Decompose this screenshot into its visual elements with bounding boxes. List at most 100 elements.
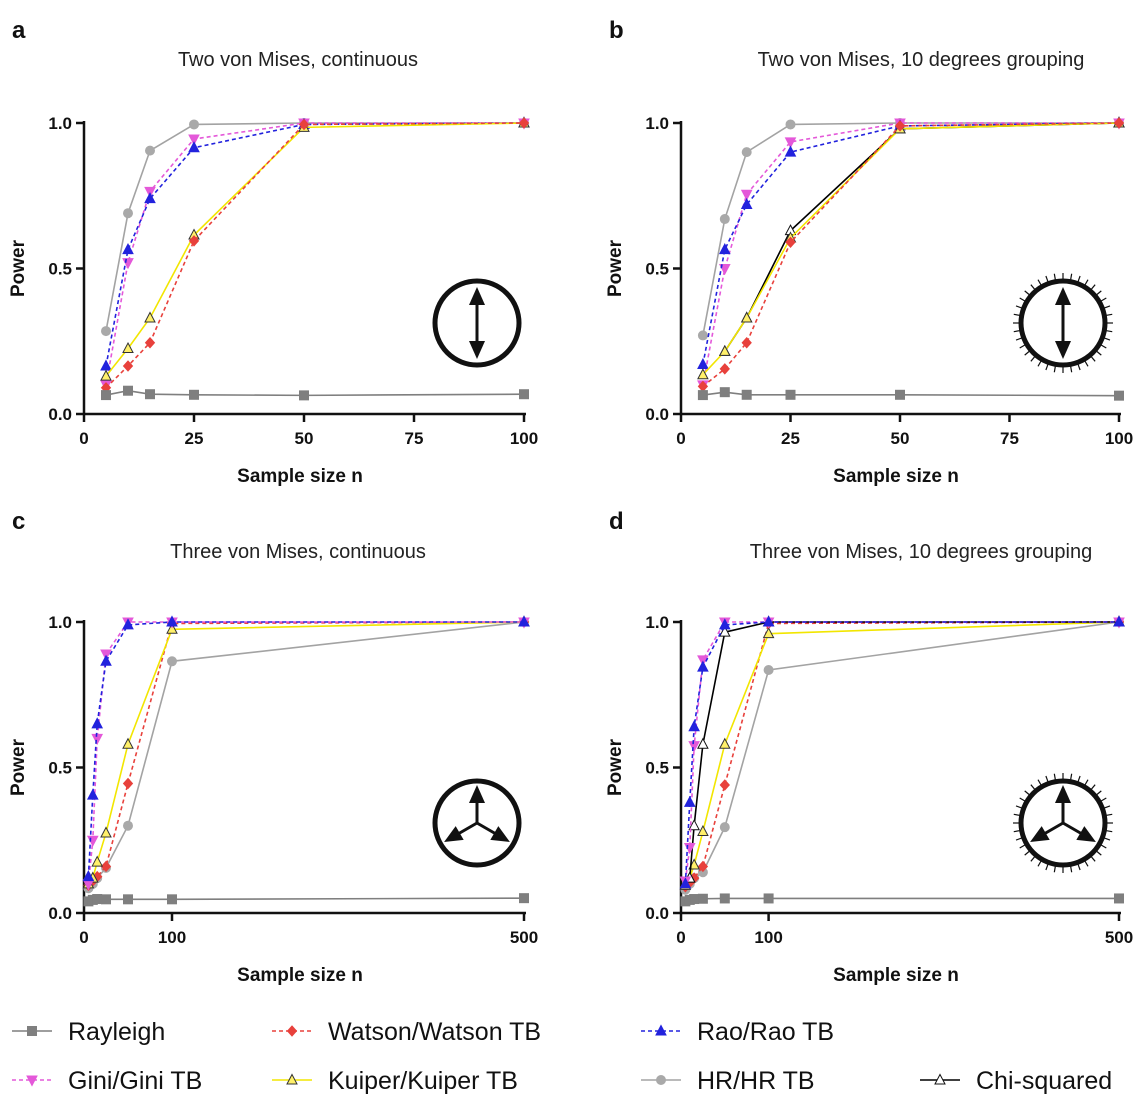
series-rao [100, 116, 530, 371]
data-point-rao [784, 145, 797, 157]
legend-label: Chi-squared [976, 1067, 1112, 1095]
series-watson [100, 117, 530, 394]
data-point-rao [166, 615, 178, 627]
data-point-hr [167, 656, 177, 667]
x-axis-label: Sample size n [237, 965, 363, 986]
x-tick-label: 0 [676, 928, 685, 947]
x-tick-label: 0 [79, 429, 88, 448]
x-tick-label: 0 [79, 928, 88, 947]
data-point-rao [100, 654, 112, 666]
data-point-gini [86, 835, 99, 847]
data-point-watson [1113, 117, 1125, 129]
series-line-gini [702, 122, 1119, 386]
series-rayleigh [101, 385, 529, 401]
data-point-rayleigh [1114, 893, 1124, 904]
x-tick-label: 100 [754, 928, 782, 947]
legend-label: Kuiper/Kuiper TB [328, 1067, 518, 1095]
data-point-watson [785, 236, 796, 249]
series-line-rao [105, 122, 525, 367]
y-axis-label: Power [605, 738, 626, 796]
data-point-rayleigh [697, 893, 708, 904]
data-point-hr [145, 145, 155, 156]
data-point-rao [188, 141, 200, 153]
panel-b: b Two von Mises, 10 degrees grouping 0.0 0.… [605, 17, 1133, 487]
data-point-hr [123, 820, 133, 831]
series-gini [100, 118, 530, 392]
series-kuiper [697, 116, 1125, 380]
inset-three-arrow-circle-icon [432, 778, 522, 868]
series-line-gini [684, 621, 1119, 882]
y-tick-label: 0.5 [48, 260, 72, 279]
y-tick-label: 1.0 [645, 114, 669, 133]
legend-swatch-marker [286, 1025, 298, 1037]
y-tick-label: 0.5 [645, 260, 669, 279]
circle-outline-icon [432, 778, 522, 868]
arrowhead-icon [469, 785, 485, 803]
data-point-rayleigh [101, 894, 111, 905]
x-tick-label: 50 [891, 429, 910, 448]
data-point-watson [100, 860, 112, 873]
data-point-rao [91, 717, 104, 729]
legend-label: Gini/Gini TB [68, 1067, 202, 1095]
series-hr [83, 617, 529, 894]
data-point-rayleigh [519, 893, 529, 904]
data-point-rao [762, 615, 775, 627]
data-point-rao [718, 243, 731, 255]
arrow-shaft [1062, 821, 1083, 836]
y-tick-label: 0.0 [48, 904, 72, 923]
data-point-rayleigh [719, 893, 730, 904]
legend-item-watson: Watson/Watson TB [272, 1018, 541, 1046]
legend-item-hr: HR/HR TB [641, 1067, 815, 1095]
series-line-rayleigh [702, 391, 1120, 397]
y-tick-label: 1.0 [48, 114, 72, 133]
data-point-watson [894, 120, 906, 132]
chart-title: Two von Mises, continuous [178, 49, 418, 71]
data-point-rayleigh [741, 389, 752, 400]
data-point-rao [740, 197, 753, 209]
data-point-rayleigh [895, 389, 905, 400]
data-point-rao [697, 660, 709, 672]
series-hr [101, 118, 529, 337]
data-point-kuiper [697, 368, 709, 380]
arrowhead-icon [469, 287, 485, 305]
data-point-kuiper [122, 737, 134, 749]
inset-two-arrow-circle-ticked-icon [1013, 273, 1113, 373]
data-point-rayleigh [299, 390, 309, 401]
data-point-watson [518, 117, 530, 129]
data-point-rayleigh [519, 389, 529, 400]
series-line-chi [688, 621, 1119, 879]
x-axis-label: Sample size n [237, 466, 363, 487]
data-point-rao [683, 795, 696, 807]
data-point-chi [718, 625, 731, 637]
arrowhead-icon [444, 826, 464, 842]
arrowhead-icon [1055, 785, 1071, 803]
y-axis-label: Power [8, 738, 29, 796]
data-point-rao [718, 618, 731, 630]
x-tick-label: 500 [1105, 928, 1133, 947]
data-point-gini [688, 741, 700, 753]
data-point-rayleigh [697, 390, 708, 401]
y-tick-label: 0.5 [645, 759, 669, 778]
data-point-gini [683, 843, 696, 855]
data-point-chi [688, 819, 700, 831]
x-tick-label: 100 [510, 429, 538, 448]
y-tick-label: 1.0 [48, 613, 72, 632]
data-point-kuiper [740, 311, 753, 323]
data-point-rayleigh [123, 894, 133, 905]
legend-swatch-marker [656, 1075, 666, 1085]
data-point-rao [122, 243, 134, 255]
data-point-hr [123, 208, 133, 219]
series-watson [680, 616, 1125, 893]
x-axis-label: Sample size n [833, 965, 959, 986]
series-rayleigh [680, 893, 1124, 907]
series-line-kuiper [684, 621, 1120, 886]
y-tick-label: 0.0 [645, 405, 669, 424]
data-point-hr [101, 326, 111, 337]
data-point-watson [298, 118, 310, 131]
series-line-rao [702, 122, 1120, 365]
data-point-kuiper [697, 824, 709, 837]
x-tick-label: 100 [1105, 429, 1133, 448]
legend-item-gini: Gini/Gini TB [12, 1067, 202, 1095]
panel-letter: a [12, 17, 26, 44]
series-rao [82, 615, 530, 882]
